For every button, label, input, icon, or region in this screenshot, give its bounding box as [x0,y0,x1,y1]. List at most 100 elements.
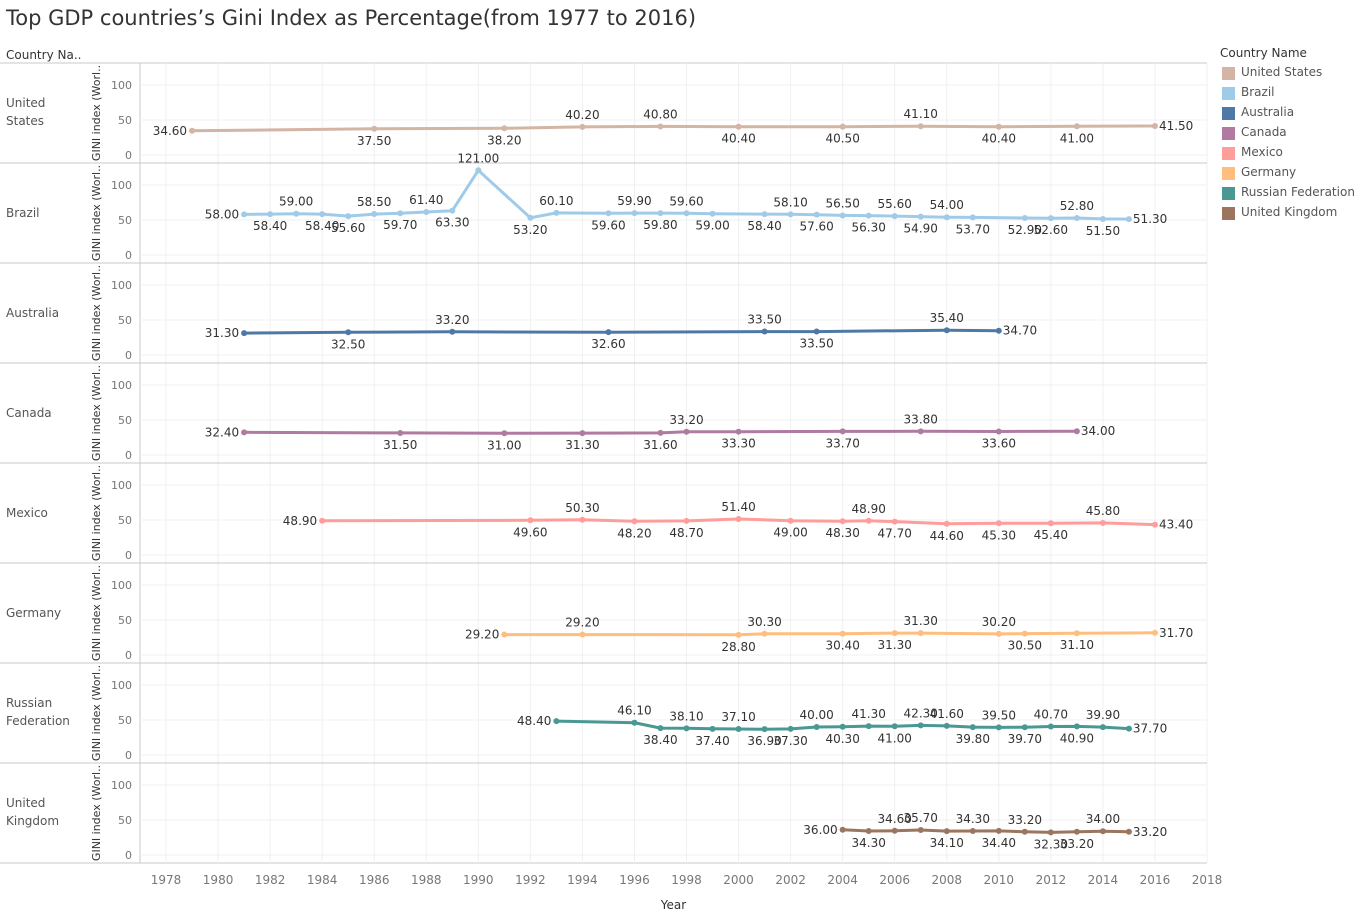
data-point-brazil [683,210,690,217]
data-point-canada [501,430,508,437]
data-label: 45.30 [982,528,1016,542]
chart-title: Top GDP countries’s Gini Index as Percen… [6,6,697,30]
data-point-united-kingdom [1047,829,1054,836]
data-label: 54.90 [904,222,938,236]
data-label: 59.70 [383,218,417,232]
data-point-canada [579,430,586,437]
data-label: 49.00 [773,526,807,540]
data-label: 31.30 [565,438,599,452]
data-label: 45.40 [1034,528,1068,542]
data-label: 34.40 [982,836,1016,850]
data-label: 58.00 [205,207,239,221]
data-point-united-kingdom [943,828,950,835]
data-label: 58.50 [357,195,391,209]
data-point-russian-federation [995,724,1002,731]
data-point-brazil [527,214,534,221]
data-label: 29.20 [565,616,599,630]
y-tick-label: 50 [118,114,132,127]
data-point-brazil [631,210,638,217]
data-point-brazil [397,210,404,217]
data-point-canada [1073,428,1080,435]
data-point-united-kingdom [969,827,976,834]
data-point-united-kingdom [891,827,898,834]
data-label: 31.70 [1159,626,1193,640]
data-label: 33.60 [982,436,1016,450]
data-label: 54.00 [930,198,964,212]
y-tick-label: 100 [111,479,132,492]
data-label: 29.20 [465,628,499,642]
data-label: 30.30 [747,615,781,629]
data-label: 30.50 [1008,639,1042,653]
data-point-united-states [189,127,196,134]
data-point-mexico [1099,519,1106,526]
data-label: 41.30 [852,707,886,721]
data-point-united-states [1151,122,1158,129]
legend-swatch [1222,187,1235,200]
data-label: 52.60 [1034,223,1068,237]
y-tick-label: 0 [125,849,132,862]
data-point-russian-federation [709,725,716,732]
data-point-mexico [891,518,898,525]
x-tick-label: 1994 [567,873,598,887]
data-point-brazil [293,210,300,217]
data-label: 51.30 [1133,212,1167,226]
legend-label: Russian Federation [1241,185,1355,199]
data-label: 32.60 [591,337,625,351]
data-label: 34.70 [1003,324,1037,338]
data-point-australia [943,327,950,334]
data-label: 33.20 [435,313,469,327]
y-tick-label: 100 [111,79,132,92]
data-point-brazil [969,214,976,221]
data-label: 34.30 [852,836,886,850]
data-label: 31.30 [205,326,239,340]
data-label: 35.70 [904,811,938,825]
data-point-brazil [345,213,352,220]
data-label: 61.40 [409,193,443,207]
data-point-mexico [735,516,742,523]
data-point-germany [917,630,924,637]
legend-label: Brazil [1241,85,1275,99]
data-point-russian-federation [735,726,742,733]
data-point-australia [813,328,820,335]
data-label: 57.60 [799,220,833,234]
data-point-australia [241,330,248,337]
legend-swatch [1222,207,1235,220]
data-label: 55.60 [878,197,912,211]
data-label: 48.40 [517,714,551,728]
data-point-brazil [267,211,274,218]
data-point-united-kingdom [995,827,1002,834]
y-tick-label: 50 [118,814,132,827]
data-point-united-kingdom [1073,828,1080,835]
data-point-united-states [579,123,586,130]
data-label: 58.40 [747,219,781,233]
data-label: 51.50 [1086,224,1120,238]
data-point-united-kingdom [865,827,872,834]
data-point-germany [839,630,846,637]
data-label: 44.60 [930,529,964,543]
data-point-germany [891,630,898,637]
data-label: 30.20 [982,615,1016,629]
x-tick-label: 2008 [931,873,962,887]
data-point-canada [241,429,248,436]
data-label: 49.60 [513,525,547,539]
data-label: 33.20 [1133,825,1167,839]
data-label: 31.30 [904,614,938,628]
panel-label-united-kingdom-line2: Kingdom [6,814,59,828]
data-point-germany [995,630,1002,637]
x-tick-label: 2014 [1088,873,1119,887]
data-label: 31.50 [383,438,417,452]
data-point-brazil [891,213,898,220]
data-point-russian-federation [1125,725,1132,732]
data-point-mexico [683,517,690,524]
data-point-brazil [1021,214,1028,221]
data-label: 41.00 [878,731,912,745]
data-point-russian-federation [657,725,664,732]
data-label: 41.60 [930,707,964,721]
y-tick-label: 50 [118,714,132,727]
data-point-united-states [839,123,846,130]
y-tick-label: 50 [118,214,132,227]
y-tick-label: 100 [111,179,132,192]
data-label: 59.90 [617,194,651,208]
data-label: 59.60 [669,194,703,208]
data-label: 38.20 [487,133,521,147]
